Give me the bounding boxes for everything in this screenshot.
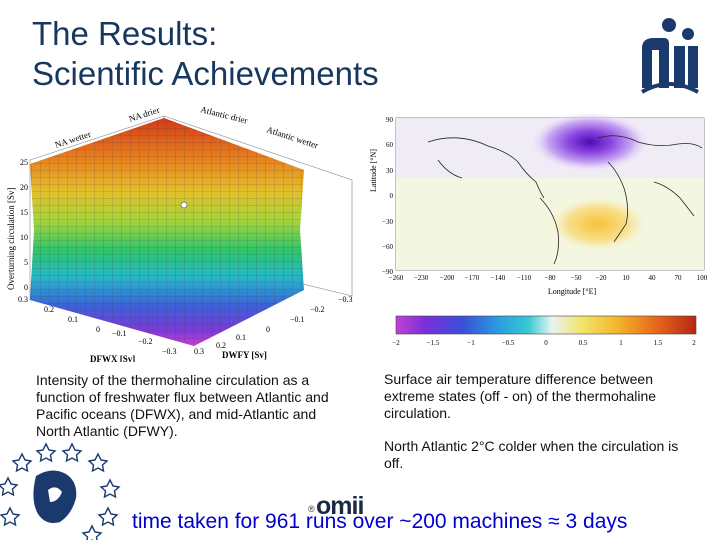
map-x-tick: 10	[623, 274, 631, 282]
map-y-tick: −90	[382, 268, 393, 276]
z-tick: 25	[20, 158, 28, 167]
x-tick: 0	[96, 325, 100, 334]
star-icon	[61, 442, 83, 463]
copyright-mark: ®	[308, 504, 315, 514]
z-tick: 5	[24, 258, 28, 267]
colorbar-scale	[395, 315, 697, 335]
runtime-summary: time taken for 961 runs over ~200 machin…	[132, 510, 628, 533]
y-axis-ticks: −0.3 −0.2 −0.1 0 0.1 0.2 0.3	[194, 295, 353, 356]
caption-left: Intensity of the thermohaline circulatio…	[36, 372, 329, 439]
colorbar-tick: −0.5	[502, 339, 515, 347]
y-tick: −0.1	[290, 315, 305, 324]
surface-mesh	[30, 118, 304, 346]
y-tick: 0.2	[216, 341, 226, 350]
x-tick: −0.1	[112, 329, 127, 338]
star-icon	[81, 524, 103, 540]
colorbar-tick: 0.5	[579, 339, 588, 347]
omii-logo	[640, 18, 699, 94]
x-tick: −0.3	[162, 347, 177, 356]
y-tick: −0.2	[310, 305, 325, 314]
colorbar-tick: 0	[544, 339, 548, 347]
temperature-map: Latitude [°N] 90 60 30 0 −30 −60 −90 −26…	[369, 112, 708, 296]
y-tick: 0.3	[194, 347, 204, 356]
x-tick: 0.2	[44, 305, 54, 314]
south-atlantic-warm-anomaly	[548, 196, 648, 252]
map-x-tick: −20	[596, 274, 607, 282]
x-tick: −0.2	[138, 337, 153, 346]
map-y-tick: 30	[386, 167, 394, 175]
map-x-tick: −170	[465, 274, 480, 282]
map-x-tick: −50	[571, 274, 582, 282]
y-tick: 0	[266, 325, 270, 334]
map-x-tick: −230	[414, 274, 429, 282]
star-icon	[0, 506, 21, 527]
z-tick: 15	[20, 208, 28, 217]
coastlines	[427, 135, 703, 265]
star-icon	[0, 476, 19, 497]
map-y-tick: 0	[390, 192, 394, 200]
y-tick: 0.1	[236, 333, 246, 342]
title-line-2: Scientific Achievements	[32, 55, 379, 92]
colorbar-ticks: −2 −1.5 −1 −0.5 0 0.5 1 1.5 2	[392, 339, 696, 347]
star-icon	[35, 442, 57, 463]
current-state-marker	[180, 201, 188, 209]
z-axis-label: Overturning circulation [Sv]	[6, 188, 16, 290]
colorbar-tick: 1	[619, 339, 623, 347]
caption-right-finding: North Atlantic 2°C colder when the circu…	[384, 438, 679, 471]
map-x-tick: −200	[440, 274, 455, 282]
z-axis-ticks: 0 5 10 15 20 25	[20, 158, 28, 292]
star-icon	[11, 452, 33, 473]
colorbar-tick: −1.5	[427, 339, 440, 347]
x-tick: 0.1	[68, 315, 78, 324]
omii-wordmark: omii	[316, 492, 364, 520]
map-y-axis-label: Latitude [°N]	[369, 149, 378, 192]
star-icon	[97, 506, 119, 527]
colorbar: −2 −1.5 −1 −0.5 0 0.5 1 1.5 2	[392, 315, 697, 347]
title-line-1: The Results:	[32, 15, 218, 52]
circulation-surface-plot: NA drier Atlantic drier NA wetter Atlant…	[6, 104, 353, 362]
x-axis-ticks: 0.3 0.2 0.1 0 −0.1 −0.2 −0.3	[18, 295, 177, 356]
colorbar-tick: 2	[692, 339, 696, 347]
z-tick: 10	[20, 233, 28, 242]
slide-title: The Results: Scientific Achievements	[32, 14, 379, 94]
stars-emblem	[0, 442, 121, 540]
map-x-axis-label: Longitude [°E]	[548, 287, 597, 296]
map-x-tick: −260	[389, 274, 404, 282]
x-tick: 0.3	[18, 295, 28, 304]
map-x-tick: 70	[675, 274, 683, 282]
map-x-tick: 100	[697, 274, 708, 282]
map-y-tick: 60	[386, 141, 394, 149]
map-x-tick: −140	[491, 274, 506, 282]
corner-label-atlantic-drier: Atlantic drier	[200, 104, 249, 125]
colorbar-tick: 1.5	[654, 339, 663, 347]
map-y-tick: −60	[382, 243, 393, 251]
map-y-tick: 90	[386, 116, 394, 124]
map-y-ticks: 90 60 30 0 −30 −60 −90	[382, 116, 393, 276]
star-icon	[87, 452, 109, 473]
north-atlantic-cold-anomaly	[530, 112, 650, 172]
colorbar-tick: −2	[392, 339, 400, 347]
map-y-tick: −30	[382, 218, 393, 226]
corner-label-atlantic-wetter: Atlantic wetter	[265, 124, 319, 150]
map-x-tick: 40	[649, 274, 657, 282]
z-tick: 0	[24, 283, 28, 292]
colorbar-tick: −1	[467, 339, 475, 347]
map-x-tick: −80	[545, 274, 556, 282]
map-x-tick: −110	[517, 274, 532, 282]
star-icon	[99, 478, 121, 499]
y-axis-label: DWFY [Sv]	[222, 350, 267, 360]
caption-right-description: Surface air temperature difference betwe…	[384, 371, 657, 421]
z-tick: 20	[20, 183, 28, 192]
map-x-ticks: −260 −230 −200 −170 −140 −110 −80 −50 −2…	[389, 274, 708, 282]
y-tick: −0.3	[338, 295, 353, 304]
x-axis-label: DFWX [Sv]	[90, 354, 135, 362]
